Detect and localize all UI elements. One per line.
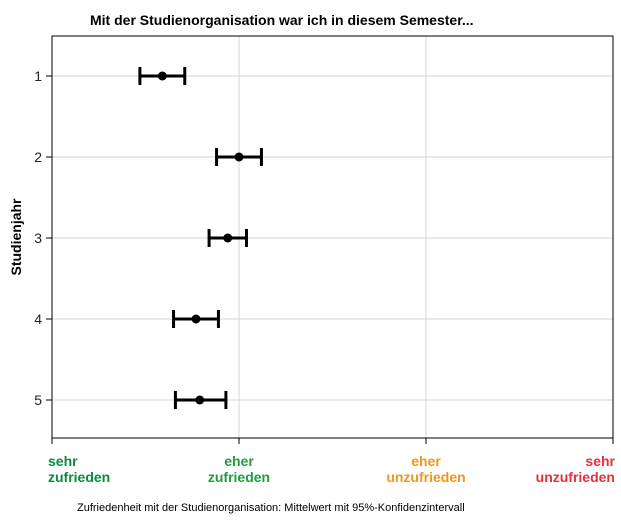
y-tick-label: 1 — [34, 68, 42, 84]
mean-point — [195, 395, 205, 405]
plot-frame — [51, 35, 614, 439]
x-axis-caption: Zufriedenheit mit der Studienorganisatio… — [77, 502, 465, 514]
y-tick-label: 2 — [34, 149, 42, 165]
mean-point — [234, 152, 244, 162]
error-bar-2 — [215, 148, 263, 166]
x-axis: sehr zufrieden eher zufrieden eher unzufriede… — [48, 438, 616, 485]
x-tick-label: sehr zufrieden — [48, 453, 110, 485]
gridlines — [51, 36, 614, 438]
x-tick-label: eher unzufrieden — [386, 453, 465, 485]
error-bar-3 — [207, 229, 248, 247]
x-tick-label: eher zufrieden — [208, 453, 270, 485]
y-tick-label: 3 — [34, 230, 42, 246]
mean-point — [191, 314, 201, 324]
error-bars — [138, 67, 263, 409]
mean-point — [157, 71, 167, 81]
error-bar-5 — [173, 391, 228, 409]
mean-point — [223, 233, 233, 243]
error-bar-1 — [138, 67, 187, 85]
y-tick-label: 5 — [34, 392, 42, 408]
y-tick-label: 4 — [34, 311, 42, 327]
y-axis: 1 2 3 4 5 — [34, 68, 52, 408]
y-axis-label: Studienjahr — [8, 198, 24, 276]
chart-title: Mit der Studienorganisation war ich in d… — [90, 12, 474, 28]
x-tick-label: sehr unzufrieden — [536, 453, 616, 485]
error-bar-4 — [172, 310, 220, 328]
